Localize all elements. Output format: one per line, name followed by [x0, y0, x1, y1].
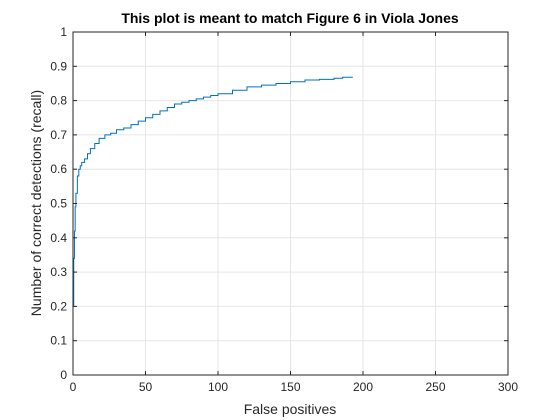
x-tick-label: 100	[208, 380, 228, 394]
y-tick-label: 1	[60, 25, 67, 39]
chart-title: This plot is meant to match Figure 6 in …	[121, 10, 459, 26]
y-tick-label: 0.9	[50, 59, 67, 73]
y-tick-label: 0.2	[50, 299, 67, 313]
series-layer	[72, 76, 353, 375]
y-tick-label: 0.1	[50, 334, 67, 348]
y-axis-label: Number of correct detections (recall)	[28, 90, 44, 316]
y-tick-label: 0	[60, 368, 67, 382]
y-tick-label: 0.6	[50, 162, 67, 176]
y-tick-label: 0.5	[50, 197, 67, 211]
x-tick-label: 200	[353, 380, 373, 394]
x-tick-label: 0	[70, 380, 77, 394]
y-tick-label: 0.7	[50, 128, 67, 142]
y-tick-label: 0.8	[50, 94, 67, 108]
x-axis-label: False positives	[244, 401, 337, 417]
y-tick-label: 0.4	[50, 231, 67, 245]
x-tick-label: 250	[425, 380, 445, 394]
x-tick-label: 300	[498, 380, 518, 394]
y-tick-label: 0.3	[50, 265, 67, 279]
roc-curve-line	[72, 76, 353, 375]
x-tick-label: 150	[280, 380, 300, 394]
ticks: 0 50 100 150 200 250 300 0 0.1 0.2 0.3 0.4 0.5 0.6 0.7…	[50, 25, 518, 394]
x-tick-label: 50	[139, 380, 153, 394]
